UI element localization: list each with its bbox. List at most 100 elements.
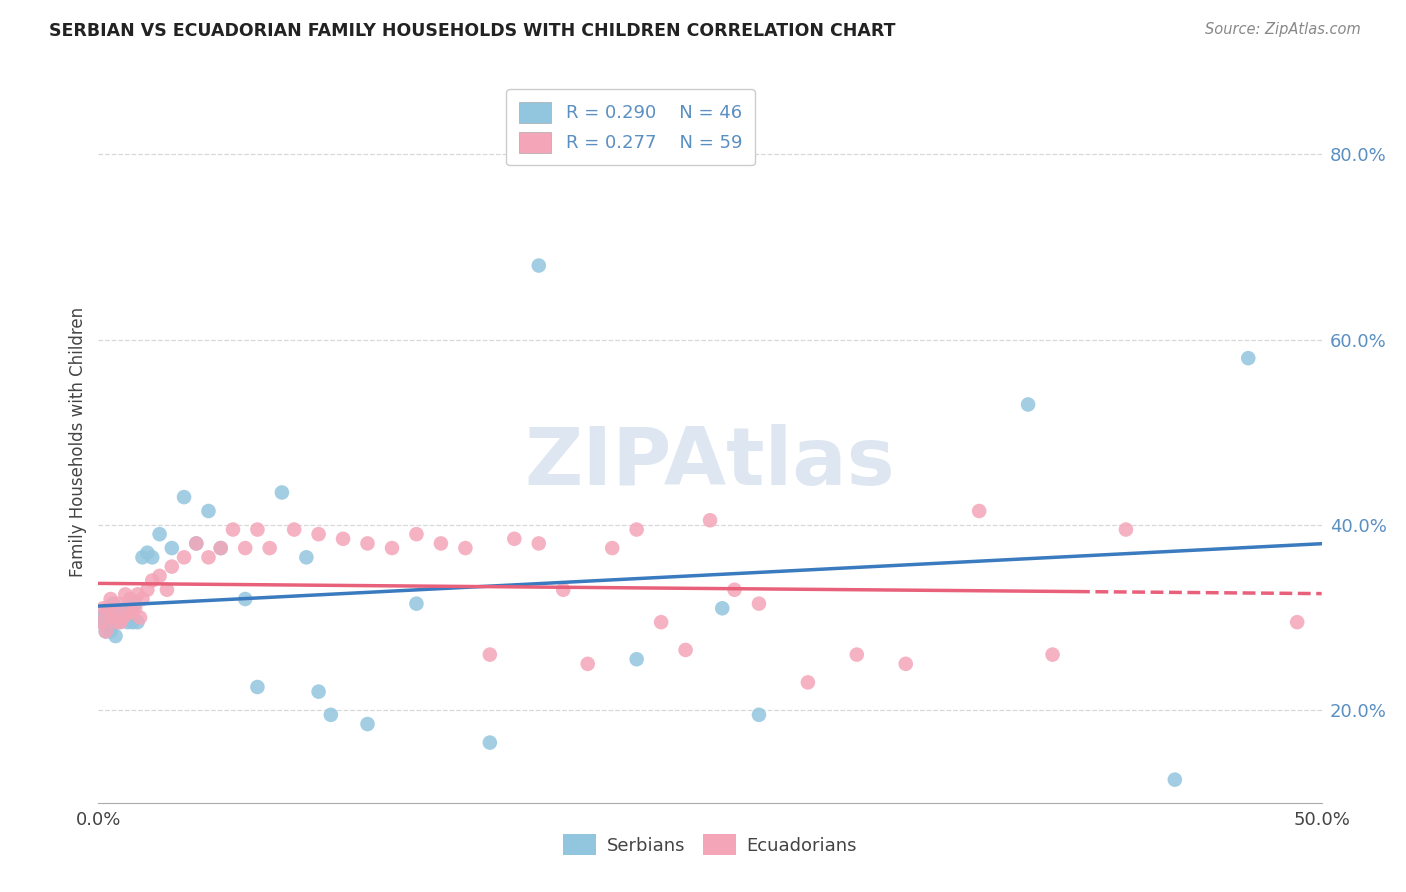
Point (121, 606, 143, 620)
Point (101, 606, 124, 620)
Point (141, 550, 163, 565)
Point (94, 624, 117, 639)
Point (100, 610, 122, 624)
Point (356, 717, 378, 731)
Point (381, 541, 404, 555)
Text: ZIPAtlas: ZIPAtlas (524, 425, 896, 502)
Point (149, 569, 172, 583)
Point (97, 601, 120, 615)
Point (186, 536, 208, 550)
Point (845, 648, 868, 662)
Point (527, 259, 550, 273)
Point (91, 601, 114, 615)
Point (197, 504, 219, 518)
Point (356, 536, 378, 550)
Point (246, 523, 269, 537)
Point (478, 735, 501, 749)
Point (748, 597, 770, 611)
Point (650, 615, 672, 630)
Point (100, 592, 122, 607)
Point (91, 615, 114, 630)
Text: Source: ZipAtlas.com: Source: ZipAtlas.com (1205, 22, 1361, 37)
Point (124, 601, 146, 615)
Text: SERBIAN VS ECUADORIAN FAMILY HOUSEHOLDS WITH CHILDREN CORRELATION CHART: SERBIAN VS ECUADORIAN FAMILY HOUSEHOLDS … (49, 22, 896, 40)
Point (186, 536, 208, 550)
Point (124, 597, 146, 611)
Point (111, 606, 134, 620)
Point (503, 532, 526, 546)
Point (107, 597, 129, 611)
Point (160, 541, 183, 555)
Point (295, 550, 318, 565)
Point (967, 504, 990, 518)
Point (114, 601, 136, 615)
Point (1042, 648, 1064, 662)
Point (1237, 351, 1260, 366)
Point (197, 550, 219, 565)
Point (308, 684, 330, 698)
Point (332, 532, 354, 546)
Point (104, 629, 127, 643)
Legend: Serbians, Ecuadorians: Serbians, Ecuadorians (555, 827, 865, 863)
Point (101, 597, 124, 611)
Point (107, 615, 129, 630)
Point (626, 652, 648, 666)
Point (97, 601, 120, 615)
Point (209, 541, 232, 555)
Point (101, 615, 124, 630)
Point (156, 582, 179, 597)
Point (149, 527, 172, 541)
Point (576, 657, 599, 671)
Point (136, 582, 159, 597)
Point (600, 541, 623, 555)
Point (209, 541, 232, 555)
Point (110, 610, 132, 624)
Point (131, 550, 153, 565)
Point (319, 707, 342, 722)
Point (270, 485, 294, 500)
Point (173, 490, 195, 504)
Point (405, 527, 427, 541)
Point (797, 675, 820, 690)
Point (259, 541, 281, 555)
Point (120, 601, 142, 615)
Point (430, 536, 453, 550)
Point (405, 597, 427, 611)
Point (104, 610, 127, 624)
Point (110, 615, 132, 630)
Point (114, 587, 136, 601)
Point (1286, 615, 1309, 630)
Point (117, 615, 139, 630)
Point (711, 601, 734, 615)
Point (748, 707, 770, 722)
Point (104, 615, 127, 630)
Y-axis label: Family Households with Children: Family Households with Children (69, 307, 87, 576)
Point (94, 606, 117, 620)
Point (129, 610, 152, 624)
Point (723, 582, 745, 597)
Point (131, 592, 153, 607)
Point (626, 523, 648, 537)
Point (136, 546, 159, 560)
Point (699, 513, 721, 527)
Point (222, 523, 245, 537)
Point (120, 592, 142, 607)
Point (233, 592, 256, 607)
Point (90, 615, 112, 630)
Point (246, 680, 269, 694)
Point (141, 574, 163, 588)
Point (1115, 523, 1137, 537)
Point (675, 643, 697, 657)
Point (100, 610, 122, 624)
Point (111, 610, 134, 624)
Point (1164, 772, 1187, 787)
Point (117, 606, 139, 620)
Point (90, 610, 112, 624)
Point (121, 615, 143, 630)
Point (127, 615, 149, 630)
Point (894, 657, 917, 671)
Point (1017, 397, 1039, 411)
Point (553, 582, 575, 597)
Point (308, 527, 330, 541)
Point (527, 536, 550, 550)
